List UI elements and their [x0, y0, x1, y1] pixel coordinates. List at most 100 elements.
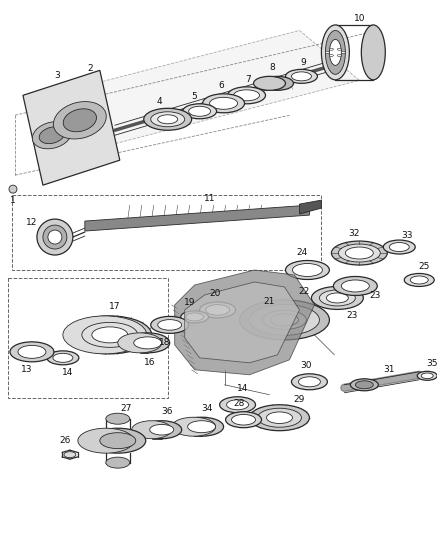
Text: 8: 8	[270, 63, 276, 72]
Ellipse shape	[53, 102, 106, 139]
Ellipse shape	[180, 311, 208, 323]
Ellipse shape	[325, 51, 329, 53]
Ellipse shape	[10, 342, 54, 362]
Text: 18: 18	[159, 338, 170, 348]
Ellipse shape	[350, 379, 378, 391]
Ellipse shape	[134, 337, 162, 349]
Ellipse shape	[240, 300, 329, 340]
Text: 11: 11	[204, 193, 215, 203]
Ellipse shape	[298, 377, 321, 387]
Ellipse shape	[151, 112, 185, 127]
Ellipse shape	[291, 374, 327, 390]
Polygon shape	[23, 70, 120, 185]
Text: 27: 27	[120, 404, 131, 413]
Text: 9: 9	[300, 58, 306, 67]
Ellipse shape	[337, 49, 341, 50]
Ellipse shape	[189, 106, 211, 116]
Ellipse shape	[232, 415, 255, 425]
Text: 24: 24	[297, 247, 308, 256]
Ellipse shape	[68, 316, 152, 354]
Ellipse shape	[339, 244, 380, 262]
Text: 6: 6	[219, 81, 224, 90]
Ellipse shape	[341, 51, 346, 53]
Ellipse shape	[47, 351, 79, 365]
Ellipse shape	[63, 316, 147, 354]
Ellipse shape	[254, 76, 286, 90]
Ellipse shape	[158, 320, 182, 330]
Ellipse shape	[319, 290, 355, 306]
Polygon shape	[30, 30, 359, 150]
Ellipse shape	[158, 115, 178, 124]
Ellipse shape	[361, 25, 385, 80]
Text: 36: 36	[161, 407, 173, 416]
Text: 26: 26	[59, 436, 71, 445]
Text: 4: 4	[157, 97, 162, 106]
Ellipse shape	[329, 54, 333, 56]
Ellipse shape	[266, 412, 293, 424]
Ellipse shape	[233, 90, 260, 101]
Text: 1: 1	[10, 196, 16, 205]
Bar	[12, 195, 321, 270]
Ellipse shape	[126, 333, 170, 353]
Ellipse shape	[226, 400, 248, 410]
Text: 23: 23	[370, 292, 381, 301]
Ellipse shape	[332, 241, 387, 265]
Ellipse shape	[271, 314, 298, 326]
Text: 21: 21	[264, 297, 275, 306]
Ellipse shape	[219, 397, 255, 413]
Ellipse shape	[321, 25, 350, 80]
Ellipse shape	[132, 421, 172, 439]
Text: 10: 10	[353, 14, 365, 23]
Ellipse shape	[172, 417, 215, 436]
Text: 16: 16	[144, 358, 155, 367]
Ellipse shape	[53, 353, 73, 362]
Ellipse shape	[48, 230, 62, 244]
Text: 7: 7	[246, 75, 251, 84]
Ellipse shape	[142, 421, 182, 439]
Text: 25: 25	[419, 262, 430, 271]
Ellipse shape	[293, 263, 322, 277]
Text: 2: 2	[87, 64, 93, 73]
Ellipse shape	[326, 293, 348, 303]
Ellipse shape	[210, 98, 237, 109]
Ellipse shape	[187, 421, 215, 433]
Ellipse shape	[150, 424, 174, 435]
Ellipse shape	[100, 433, 136, 449]
Ellipse shape	[9, 185, 17, 193]
Ellipse shape	[37, 219, 73, 255]
Text: 14: 14	[237, 384, 248, 393]
Ellipse shape	[355, 381, 373, 389]
Ellipse shape	[78, 428, 134, 453]
Ellipse shape	[228, 87, 265, 104]
Ellipse shape	[329, 49, 333, 50]
Text: 23: 23	[346, 311, 358, 320]
Ellipse shape	[106, 413, 130, 424]
Polygon shape	[85, 205, 309, 231]
Ellipse shape	[261, 76, 293, 90]
Ellipse shape	[383, 240, 415, 254]
Text: 19: 19	[184, 298, 195, 308]
Ellipse shape	[200, 302, 236, 318]
Ellipse shape	[333, 277, 377, 295]
Ellipse shape	[180, 417, 223, 436]
Text: 35: 35	[427, 359, 438, 368]
Ellipse shape	[346, 247, 373, 259]
Text: 30: 30	[300, 361, 312, 370]
Polygon shape	[300, 200, 321, 214]
Ellipse shape	[151, 317, 189, 333]
Text: 14: 14	[62, 368, 74, 377]
Ellipse shape	[183, 104, 217, 119]
Ellipse shape	[106, 457, 130, 468]
Ellipse shape	[226, 411, 261, 427]
Ellipse shape	[286, 69, 318, 83]
Ellipse shape	[389, 243, 409, 252]
Ellipse shape	[404, 273, 434, 286]
Ellipse shape	[291, 72, 311, 81]
Ellipse shape	[92, 327, 128, 343]
Text: 12: 12	[26, 217, 38, 227]
Text: 20: 20	[209, 289, 220, 298]
Text: 22: 22	[299, 287, 310, 296]
Ellipse shape	[118, 333, 162, 353]
Ellipse shape	[18, 345, 46, 358]
Text: 34: 34	[201, 404, 212, 413]
